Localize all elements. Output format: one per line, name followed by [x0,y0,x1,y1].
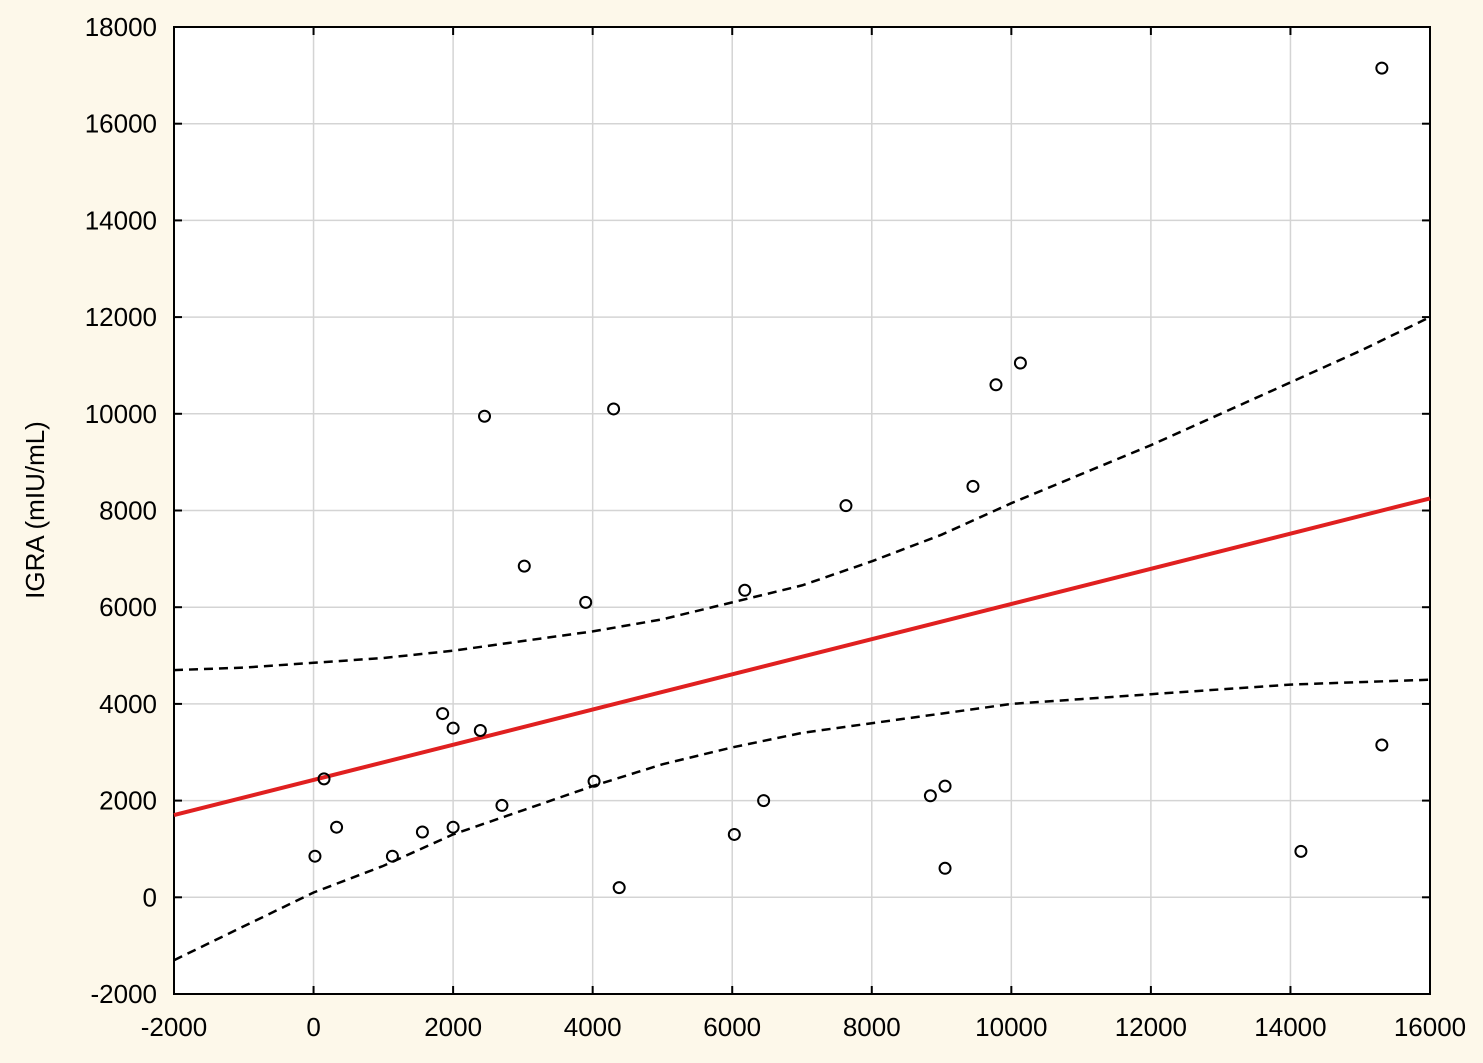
y-tick-label: 18000 [85,12,157,42]
axis-ticks [173,26,1431,995]
grid-lines [174,27,1430,994]
y-tick-label: 12000 [85,302,157,332]
data-point [757,794,771,808]
data-point [436,707,450,721]
y-tick-label: -2000 [91,979,158,1009]
y-tick-label: 10000 [85,399,157,429]
x-tick-label: 2000 [424,1012,482,1042]
data-point [738,583,752,597]
data-points [308,61,1389,895]
data-point [579,595,593,609]
x-tick-label: 0 [306,1012,320,1042]
data-point [989,378,1003,392]
y-tick-label: 2000 [99,786,157,816]
data-point [839,499,853,513]
x-tick-labels: -2000 0 2000 4000 6000 8000 10000 12000 14000 160… [141,1012,1466,1042]
data-point [938,779,952,793]
data-point [727,827,741,841]
x-tick-label: 14000 [1254,1012,1326,1042]
x-tick-label: -2000 [141,1012,208,1042]
data-point [330,820,344,834]
data-point [473,723,487,737]
y-tick-label: 16000 [85,109,157,139]
data-point [966,479,980,493]
y-tick-labels: -2000 0 2000 4000 6000 8000 10000 12000 14000 160… [85,12,157,1009]
data-point [446,721,460,735]
data-point [308,849,322,863]
data-point [317,772,331,786]
x-tick-label: 8000 [843,1012,901,1042]
data-point [415,825,429,839]
x-tick-label: 4000 [564,1012,622,1042]
y-axis-label: IGRA (mIU/mL) [20,421,50,599]
data-point [1375,61,1389,75]
x-tick-label: 16000 [1394,1012,1466,1042]
data-point [1375,738,1389,752]
data-point [446,820,460,834]
data-point [612,881,626,895]
y-tick-label: 0 [143,882,157,912]
data-point [385,849,399,863]
x-tick-label: 12000 [1115,1012,1187,1042]
x-tick-label: 6000 [703,1012,761,1042]
data-point [495,798,509,812]
confidence-band-lower [173,678,1431,962]
regression-line [173,496,1431,818]
y-tick-label: 4000 [99,689,157,719]
data-point [923,789,937,803]
y-tick-label: 8000 [99,496,157,526]
data-point [587,774,601,788]
confidence-band-upper [173,315,1431,672]
y-tick-label: 14000 [85,205,157,235]
x-tick-label: 10000 [975,1012,1047,1042]
data-point [1013,356,1027,370]
data-point [517,559,531,573]
data-point [938,861,952,875]
data-point [478,409,492,423]
data-point [607,402,621,416]
y-tick-label: 6000 [99,592,157,622]
data-point [1294,844,1308,858]
